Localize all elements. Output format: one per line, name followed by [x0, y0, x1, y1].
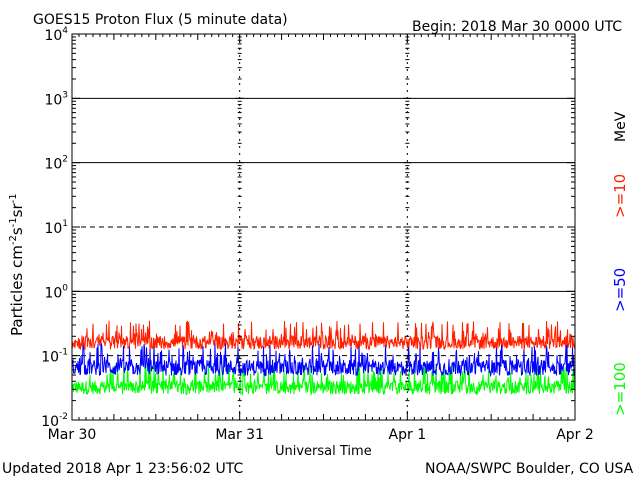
- y-axis-label: Particles cm-2s-1sr-1: [8, 193, 26, 336]
- x-tick-label: Mar 30: [48, 427, 97, 443]
- x-tick-label: Mar 31: [215, 427, 264, 443]
- plot-area: 10-2 10-1 100 101 102 103 104 Mar 30 Mar 31 Apr 1…: [41, 26, 594, 443]
- updated-timestamp: Updated 2018 Apr 1 23:56:02 UTC: [2, 461, 243, 477]
- legend-unit: MeV: [613, 111, 629, 142]
- legend-ge10: >=10: [611, 174, 629, 218]
- y-tick-label: 102: [44, 155, 68, 173]
- legend-ge50: >=50: [611, 268, 629, 312]
- begin-time-label: Begin: 2018 Mar 30 0000 UTC: [412, 19, 622, 35]
- credit-label: NOAA/SWPC Boulder, CO USA: [425, 461, 634, 477]
- y-tick-label: 10-1: [41, 348, 68, 366]
- chart-title: GOES15 Proton Flux (5 minute data): [33, 12, 288, 28]
- y-tick-label: 101: [44, 219, 68, 237]
- y-tick-label: 104: [44, 26, 68, 44]
- x-axis-label: Universal Time: [275, 444, 372, 459]
- series-line-1: [71, 342, 576, 378]
- series-line-0: [71, 320, 576, 351]
- series-line-2: [71, 363, 576, 397]
- y-tick-label: 10-2: [41, 412, 68, 430]
- x-tick-label: Apr 2: [556, 427, 594, 443]
- y-tick-label: 103: [44, 90, 68, 108]
- y-tick-label: 100: [44, 283, 68, 301]
- legend-ge100: >=100: [611, 362, 629, 416]
- x-tick-label: Apr 1: [389, 427, 427, 443]
